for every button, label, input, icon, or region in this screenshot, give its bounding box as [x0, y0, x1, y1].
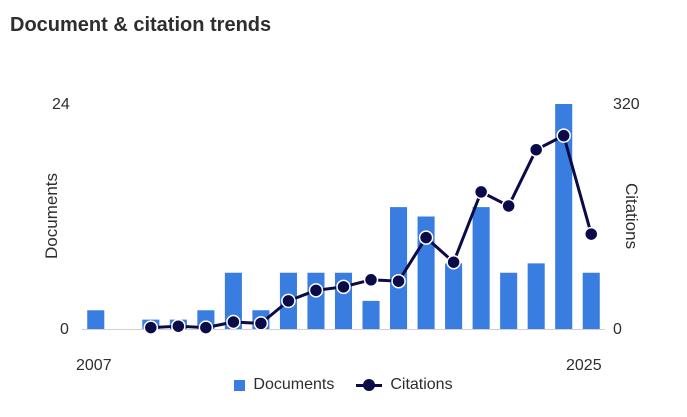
- y-left-tick-max: 24: [52, 96, 70, 113]
- point-citations-2015: [308, 283, 324, 298]
- point-citations-2022: [501, 198, 516, 214]
- legend-swatch-documents: [234, 379, 246, 391]
- point-citations-2023: [528, 142, 544, 157]
- legend-swatch-citations: [356, 379, 383, 391]
- point-citations-2014: [281, 293, 296, 309]
- chart-title: Document & citation trends: [10, 14, 272, 36]
- point-citations-2024: [556, 128, 571, 143]
- legend-label-citations: Citations: [390, 376, 453, 393]
- x-tick-first: 2007: [76, 357, 112, 374]
- chart-legend: Documents Citations: [0, 376, 687, 394]
- bar-documents-2024: [555, 104, 573, 329]
- point-citations-2011: [198, 320, 214, 335]
- bar-documents-2025: [582, 272, 600, 329]
- point-citations-2018: [391, 273, 406, 289]
- y-left-tick-min: 0: [60, 321, 69, 338]
- y-right-axis-title: Citations: [622, 183, 641, 249]
- bar-documents-2017: [362, 300, 380, 329]
- bar-documents-2023: [527, 263, 545, 329]
- point-citations-2010: [171, 318, 186, 334]
- x-tick-last: 2025: [566, 357, 602, 374]
- bar-documents-2012: [224, 272, 242, 329]
- y-right-tick-min: 0: [613, 321, 622, 338]
- point-citations-2019: [418, 230, 434, 245]
- point-citations-2020: [446, 254, 461, 270]
- bar-documents-2021: [472, 207, 490, 329]
- y-left-axis-title: Documents: [42, 173, 61, 259]
- bar-documents-2015: [307, 272, 325, 329]
- point-citations-2016: [336, 279, 351, 295]
- legend-label-documents: Documents: [253, 376, 335, 393]
- bar-documents-2018: [390, 207, 408, 329]
- legend-item-citations[interactable]: Citations: [356, 376, 453, 394]
- y-right-tick-max: 320: [613, 96, 640, 113]
- bar-documents-2007: [87, 310, 105, 329]
- legend-item-documents[interactable]: Documents: [234, 376, 334, 394]
- bar-documents-2022: [500, 272, 518, 329]
- bar-documents-2020: [445, 263, 463, 329]
- line-citations: [150, 134, 593, 330]
- point-citations-2013: [253, 316, 269, 331]
- point-citations-2009: [143, 320, 159, 335]
- point-citations-2021: [473, 184, 489, 200]
- point-citations-2012: [226, 314, 241, 330]
- point-citations-2017: [363, 272, 379, 288]
- point-citations-2025: [583, 226, 599, 242]
